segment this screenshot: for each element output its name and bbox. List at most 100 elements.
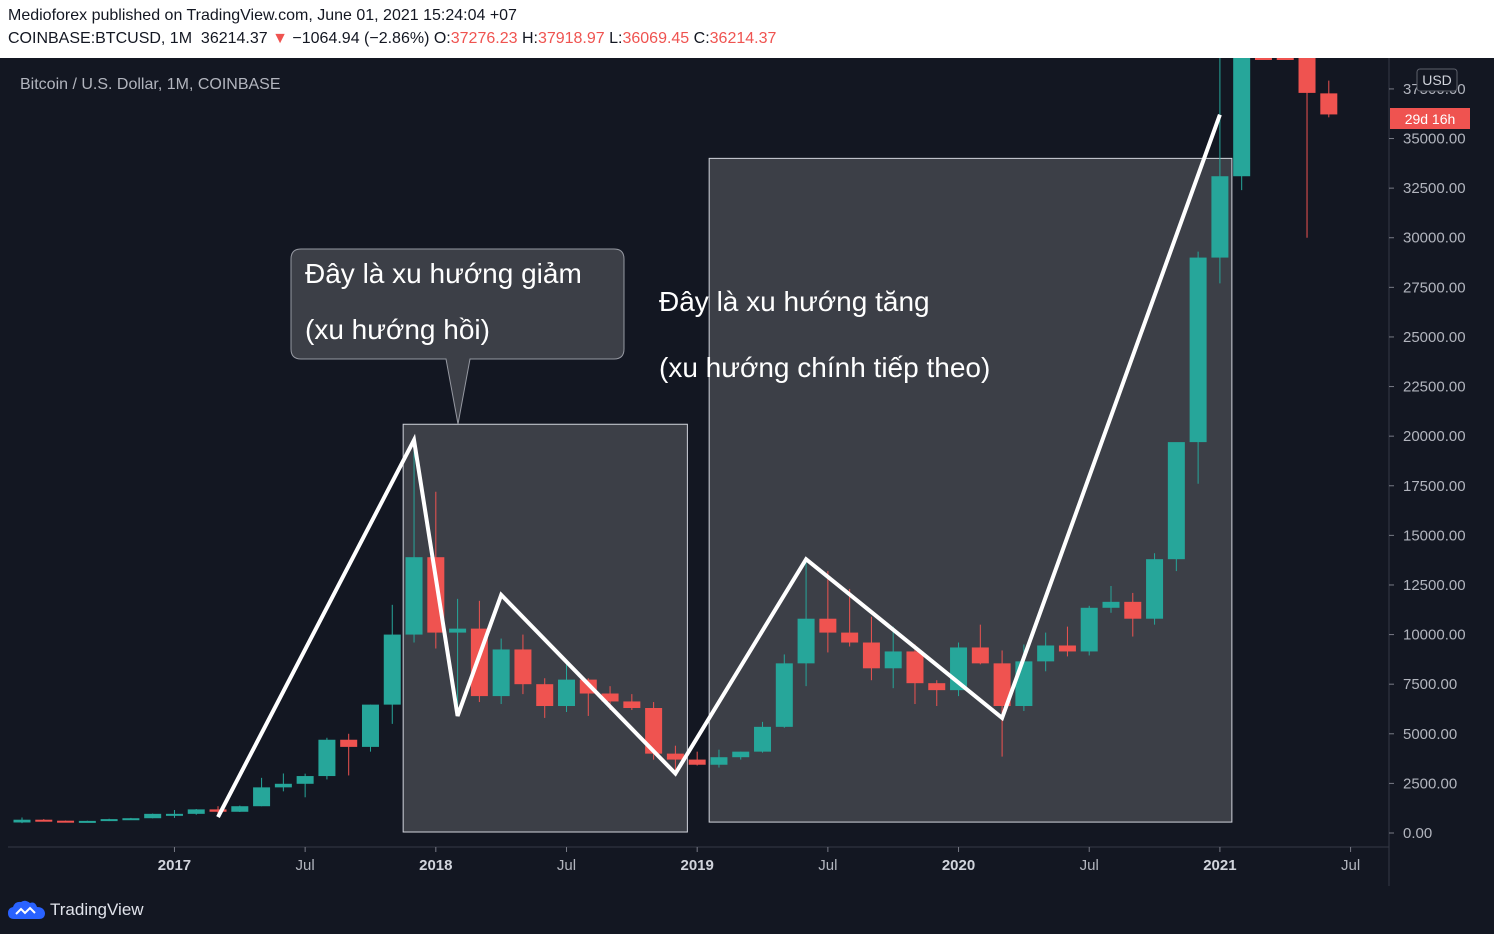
- candle[interactable]: [1254, 58, 1272, 60]
- candle[interactable]: [340, 733, 358, 776]
- uptrend-label-line2: (xu hướng chính tiếp theo): [659, 352, 990, 383]
- candle-body: [732, 751, 750, 758]
- candle[interactable]: [775, 654, 793, 728]
- candle[interactable]: [514, 634, 532, 695]
- candle[interactable]: [884, 626, 902, 689]
- candle[interactable]: [710, 749, 728, 768]
- candle[interactable]: [906, 644, 924, 705]
- candle-body: [405, 557, 423, 635]
- candle[interactable]: [1146, 553, 1164, 625]
- candle[interactable]: [361, 704, 379, 752]
- candle-body: [536, 684, 554, 707]
- candle[interactable]: [144, 813, 162, 819]
- candle-body: [144, 813, 162, 819]
- candle[interactable]: [318, 737, 336, 780]
- chart-header: Medioforex published on TradingView.com,…: [0, 0, 1494, 58]
- candle[interactable]: [57, 820, 75, 823]
- candle[interactable]: [100, 818, 118, 822]
- y-tick-label: 20000.00: [1403, 428, 1466, 445]
- candle-body: [383, 634, 401, 705]
- candlestick-chart[interactable]: 0.00 2500.00 5000.00 7500.00 10000.00 12500.0…: [0, 58, 1494, 886]
- trend-zigzag-line: [216, 114, 1222, 819]
- candle[interactable]: [623, 694, 641, 710]
- candle[interactable]: [536, 678, 554, 718]
- candle[interactable]: [993, 650, 1011, 757]
- x-tick-label: 2020: [942, 857, 975, 874]
- candle[interactable]: [1189, 251, 1207, 484]
- candle[interactable]: [1298, 58, 1316, 238]
- candle-body: [1320, 93, 1338, 115]
- candle[interactable]: [1102, 585, 1120, 613]
- candle[interactable]: [819, 571, 837, 653]
- symbol-label: COINBASE:BTCUSD, 1M: [8, 30, 193, 47]
- x-tick-label: Jul: [1341, 857, 1360, 874]
- currency-badge[interactable]: USD: [1416, 68, 1458, 92]
- candle[interactable]: [1320, 80, 1338, 118]
- uptrend-label-line1: Đây là xu hướng tăng: [659, 286, 930, 317]
- candle-body: [361, 704, 379, 747]
- open-value: 37276.23: [450, 30, 518, 47]
- candle[interactable]: [187, 808, 205, 815]
- candle[interactable]: [405, 438, 423, 643]
- candle[interactable]: [732, 751, 750, 760]
- candle[interactable]: [35, 819, 53, 822]
- candle[interactable]: [492, 638, 510, 705]
- candle[interactable]: [383, 604, 401, 724]
- ohlc-legend: COINBASE:BTCUSD, 1M 36214.37 ▼ −1064.94 …: [8, 30, 776, 48]
- x-tick-label: 2021: [1203, 857, 1236, 874]
- candle[interactable]: [1167, 442, 1185, 572]
- candle-body: [1298, 58, 1316, 93]
- y-tick-label: 22500.00: [1403, 379, 1466, 396]
- publish-info: Medioforex published on TradingView.com,…: [8, 7, 517, 24]
- low-value: 36069.45: [622, 30, 690, 47]
- candle[interactable]: [688, 751, 706, 766]
- candle[interactable]: [1037, 632, 1055, 672]
- candle[interactable]: [1124, 592, 1142, 637]
- candle[interactable]: [1211, 58, 1229, 284]
- candle[interactable]: [253, 777, 271, 807]
- candle[interactable]: [971, 624, 989, 665]
- countdown-badge: 29d 16h: [1390, 108, 1470, 129]
- candle[interactable]: [797, 557, 815, 687]
- candle-body: [841, 632, 859, 643]
- candle-body: [1015, 661, 1033, 707]
- candle-body: [1102, 601, 1120, 608]
- candle[interactable]: [78, 820, 96, 823]
- candle[interactable]: [1080, 605, 1098, 656]
- candle[interactable]: [449, 598, 467, 714]
- candle[interactable]: [122, 817, 140, 821]
- candle[interactable]: [274, 773, 292, 792]
- candle[interactable]: [928, 680, 946, 707]
- candle-body: [1058, 645, 1076, 652]
- x-tick-label: Jul: [296, 857, 315, 874]
- open-label: O:: [433, 30, 451, 47]
- candle[interactable]: [862, 616, 880, 681]
- candle-body: [57, 820, 75, 823]
- candle[interactable]: [296, 773, 314, 798]
- candle[interactable]: [1276, 58, 1294, 60]
- candle-body: [274, 783, 292, 788]
- y-tick-label: 32500.00: [1403, 180, 1466, 197]
- candle[interactable]: [1058, 626, 1076, 657]
- close-label: C:: [693, 30, 710, 47]
- low-label: L:: [609, 30, 623, 47]
- downtrend-callout: Đây là xu hướng giảm (xu hướng hồi): [290, 248, 625, 425]
- logo-text: TradingView: [50, 900, 144, 919]
- candle-body: [906, 651, 924, 684]
- last-price: 36214.37: [200, 30, 268, 47]
- candle[interactable]: [841, 588, 859, 647]
- candle-body: [78, 820, 96, 823]
- candle[interactable]: [231, 805, 249, 812]
- candle-body: [253, 787, 271, 807]
- candle[interactable]: [165, 809, 183, 818]
- candle[interactable]: [754, 721, 772, 753]
- candle-body: [971, 647, 989, 664]
- tradingview-logo[interactable]: TradingView: [8, 900, 144, 920]
- candle[interactable]: [1233, 58, 1251, 191]
- candle-body: [1037, 645, 1055, 662]
- candle[interactable]: [13, 817, 31, 824]
- candle[interactable]: [666, 745, 684, 772]
- x-tick-label: Jul: [1080, 857, 1099, 874]
- candle[interactable]: [558, 664, 575, 712]
- candle-body: [797, 618, 815, 664]
